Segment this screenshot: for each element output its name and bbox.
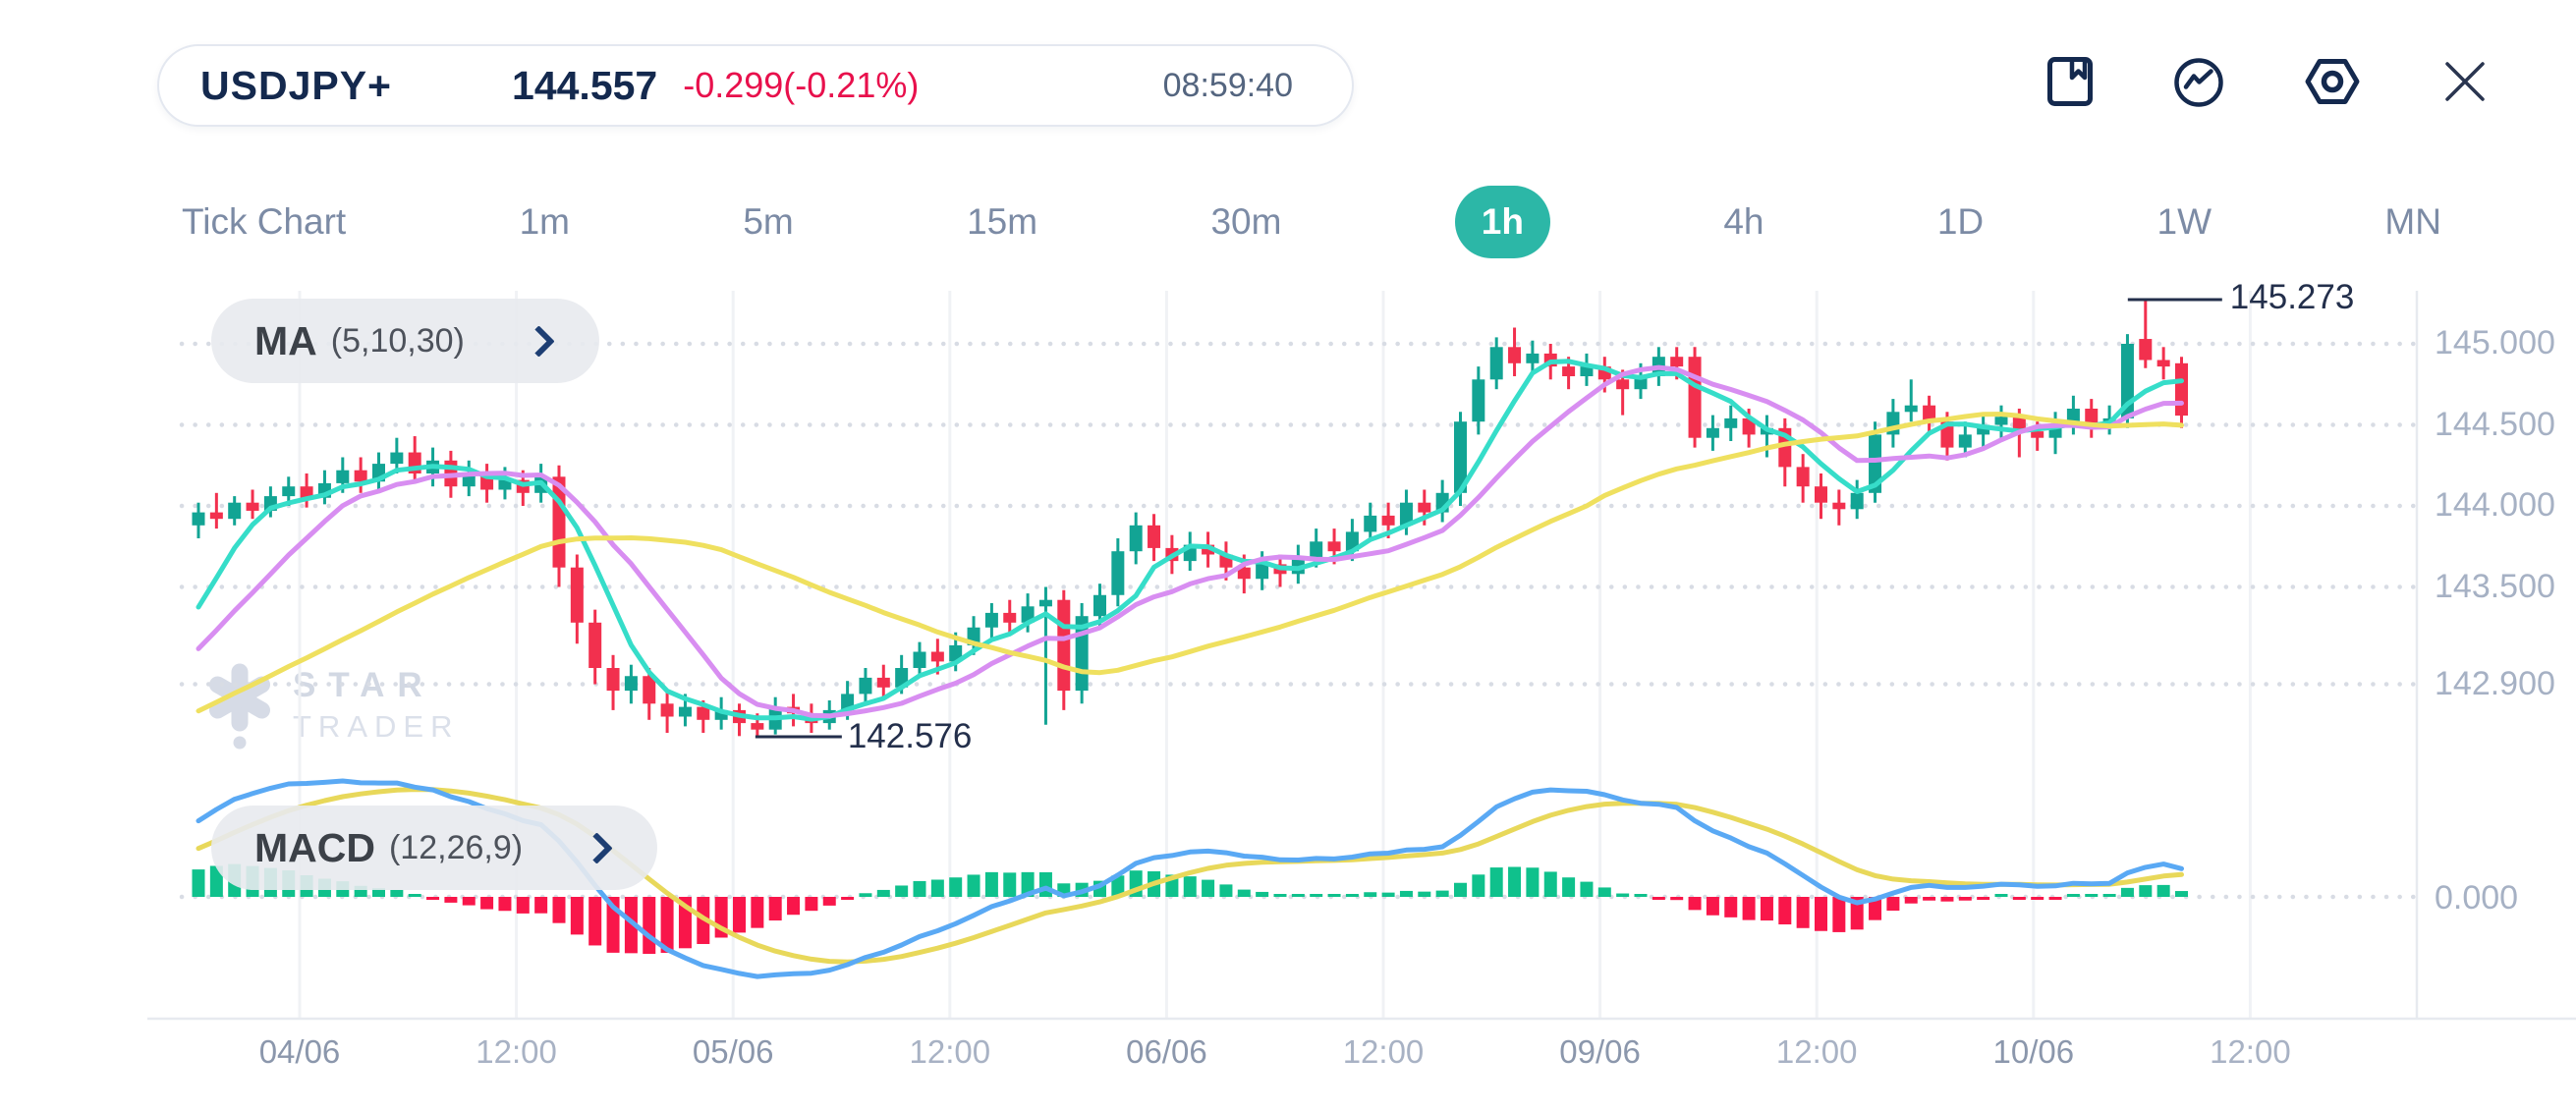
time-axis-label: 12:00 [2210, 1033, 2291, 1070]
chevron-right-icon [581, 831, 613, 864]
tab-30m[interactable]: 30m [1210, 201, 1282, 242]
high-price-annotation: 145.273 [2229, 277, 2355, 316]
price-axis-label: 144.000 [2435, 486, 2555, 524]
time-axis-label: 05/06 [692, 1033, 774, 1070]
indicators-button[interactable] [2173, 57, 2224, 108]
hexagon-gear-icon [2305, 58, 2360, 104]
bookmark-button[interactable] [2047, 57, 2093, 108]
macd-label: MACD [254, 824, 375, 870]
symbol-name: USDJPY+ [200, 62, 393, 108]
time-axis-label: 12:00 [476, 1033, 557, 1070]
symbol-header[interactable]: USDJPY+ 144.557 -0.299(-0.21%) 08:59:40 [157, 44, 1354, 127]
price-axis-label: 143.500 [2435, 567, 2555, 605]
close-icon [2445, 62, 2485, 101]
timeframe-tabs: Tick Chart 1m 5m 15m 30m 1h 4h 1D 1W MN [182, 181, 2441, 263]
tab-15m[interactable]: 15m [967, 201, 1038, 242]
close-button[interactable] [2440, 57, 2490, 108]
macd-params: (12,26,9) [388, 828, 524, 866]
tab-tick-chart[interactable]: Tick Chart [182, 201, 347, 242]
price-axis-label: 142.900 [2435, 664, 2555, 702]
price-change: -0.299(-0.21%) [683, 65, 920, 105]
ma-params: (5,10,30) [330, 321, 465, 360]
macd-indicator-pill[interactable]: MACD (12,26,9) [211, 806, 658, 890]
chart-toolbar [2047, 57, 2490, 108]
time-axis-label: 12:00 [1775, 1033, 1858, 1070]
settings-button[interactable] [2305, 57, 2360, 108]
tab-mn[interactable]: MN [2384, 201, 2441, 242]
price-axis-label: 0.000 [2435, 879, 2519, 917]
time-axis-label: 12:00 [1342, 1033, 1425, 1070]
price-axis-label: 144.500 [2435, 405, 2555, 443]
star-logo-icon [209, 663, 270, 750]
tab-1h[interactable]: 1h [1454, 186, 1550, 258]
chevron-right-icon [523, 324, 555, 358]
tab-1m[interactable]: 1m [519, 201, 570, 242]
tab-4h[interactable]: 4h [1723, 201, 1764, 242]
ma-label: MA [254, 317, 317, 363]
tab-1w[interactable]: 1W [2156, 201, 2212, 242]
time-axis-label: 06/06 [1126, 1033, 1207, 1070]
ma-indicator-pill[interactable]: MA (5,10,30) [211, 299, 599, 383]
bookmark-icon [2047, 57, 2093, 106]
tab-5m[interactable]: 5m [743, 201, 794, 242]
pulse-circle-icon [2174, 58, 2223, 107]
low-price-annotation: 142.576 [847, 716, 973, 755]
watermark-trader-text: TRADER [293, 709, 460, 744]
time-axis-label: 09/06 [1559, 1033, 1641, 1070]
server-time: 08:59:40 [1162, 66, 1293, 104]
time-axis-label: 10/06 [1992, 1033, 2075, 1070]
time-axis-label: 12:00 [909, 1033, 991, 1070]
price-axis-label: 145.000 [2435, 324, 2555, 361]
tab-1d[interactable]: 1D [1936, 201, 1985, 242]
last-price: 144.557 [512, 62, 658, 108]
time-axis-label: 04/06 [258, 1033, 341, 1070]
